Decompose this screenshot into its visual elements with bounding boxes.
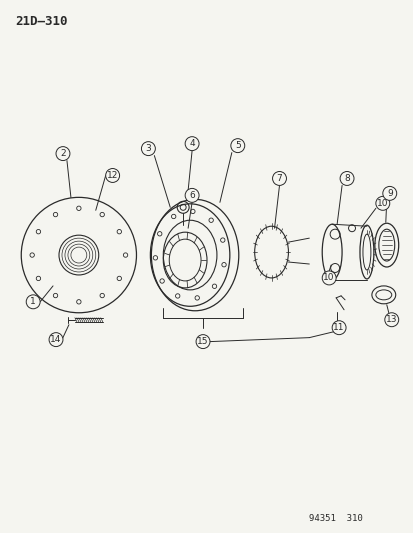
Text: 5: 5	[234, 141, 240, 150]
Circle shape	[230, 139, 244, 152]
Text: 11: 11	[332, 323, 344, 332]
Text: 8: 8	[343, 174, 349, 183]
Text: 9: 9	[386, 189, 392, 198]
Text: 13: 13	[385, 315, 396, 324]
Text: 2: 2	[60, 149, 66, 158]
Circle shape	[382, 187, 396, 200]
Circle shape	[384, 313, 398, 327]
Circle shape	[272, 172, 286, 185]
Text: 10: 10	[376, 199, 388, 208]
Text: 4: 4	[189, 139, 195, 148]
Circle shape	[105, 168, 119, 182]
Text: 3: 3	[145, 144, 151, 153]
Circle shape	[331, 321, 345, 335]
Circle shape	[26, 295, 40, 309]
Text: 21D–310: 21D–310	[15, 15, 68, 28]
Text: 14: 14	[50, 335, 62, 344]
Circle shape	[185, 136, 199, 151]
Text: 6: 6	[189, 191, 195, 200]
Circle shape	[49, 333, 63, 346]
Text: 1: 1	[30, 297, 36, 306]
Text: 12: 12	[107, 171, 118, 180]
Text: 7: 7	[276, 174, 282, 183]
Circle shape	[141, 142, 155, 156]
Circle shape	[321, 271, 335, 285]
Circle shape	[339, 172, 353, 185]
Circle shape	[375, 196, 389, 211]
Text: 94351  310: 94351 310	[309, 514, 362, 523]
Circle shape	[185, 188, 199, 203]
Text: 10: 10	[323, 273, 334, 282]
Circle shape	[196, 335, 209, 349]
Text: 15: 15	[197, 337, 208, 346]
Circle shape	[56, 147, 70, 160]
